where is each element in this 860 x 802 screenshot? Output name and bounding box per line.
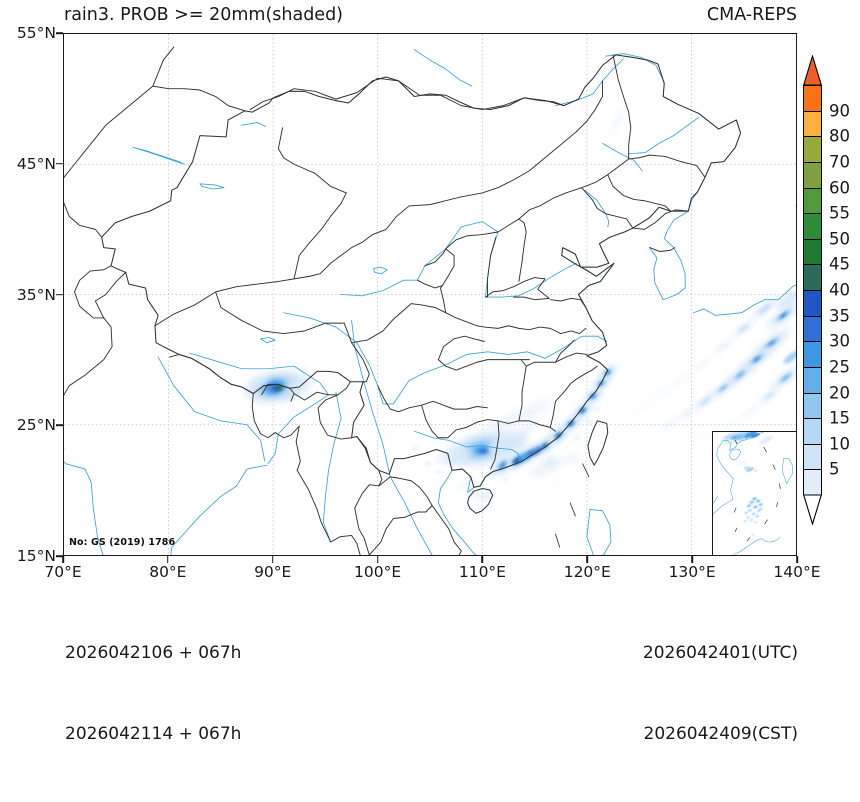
y-axis-tick-mark bbox=[56, 293, 63, 296]
colorbar-tick-label: 30 bbox=[829, 331, 850, 351]
x-axis-tick-mark bbox=[167, 556, 169, 563]
x-axis-tick-mark bbox=[586, 556, 589, 563]
colorbar-tick-label: 20 bbox=[829, 383, 850, 402]
south-china-sea-inset[interactable] bbox=[712, 431, 796, 555]
x-axis-tick-mark bbox=[481, 556, 484, 563]
colorbar-tick-label: 80 bbox=[829, 126, 850, 146]
y-axis-tick-mark bbox=[56, 162, 63, 165]
valid-time-cst: 2026042409(CST) bbox=[643, 724, 798, 744]
valid-time-utc: 2026042401(UTC) bbox=[642, 643, 798, 663]
colorbar-tick-label: 40 bbox=[829, 280, 850, 300]
colorbar-segments[interactable] bbox=[803, 85, 822, 496]
map-attribution: No: GS (2019) 1786 bbox=[69, 537, 176, 548]
colorbar-band bbox=[804, 188, 821, 215]
colorbar-tick-label: 70 bbox=[829, 152, 850, 172]
colorbar-band bbox=[804, 367, 821, 394]
colorbar-band bbox=[804, 86, 821, 112]
colorbar-band bbox=[804, 137, 821, 163]
map-plot-area[interactable]: No: GS (2019) 1786 bbox=[63, 33, 797, 556]
colorbar-band bbox=[804, 393, 821, 420]
init-time-block: 2026042106 + 067h 2026042114 + 067h bbox=[65, 586, 241, 802]
init-time-cst: 2026042114 + 067h bbox=[65, 724, 242, 744]
map-canvas bbox=[64, 34, 796, 555]
y-axis-tick-mark bbox=[56, 555, 63, 557]
colorbar-tick-label: 35 bbox=[829, 306, 850, 326]
colorbar-tick-label: 60 bbox=[829, 178, 850, 197]
y-axis-tick-label: 35°N bbox=[16, 285, 56, 304]
colorbar-band bbox=[804, 291, 821, 317]
x-axis-tick-label: 140°E bbox=[773, 563, 821, 581]
colorbar-tick-label: 50 bbox=[829, 229, 850, 249]
y-axis-tick-mark bbox=[56, 424, 63, 427]
colorbar-tick-label: 55 bbox=[829, 203, 850, 223]
x-axis-tick-label: 110°E bbox=[458, 563, 506, 581]
x-axis-tick-mark bbox=[376, 556, 379, 563]
x-axis-tick-mark bbox=[796, 556, 798, 563]
colorbar[interactable]: 5 10 15 20 25 30 35 40 45 50 55 60 70 80 90 bbox=[803, 55, 850, 525]
page-title: rain3. PROB >= 20mm(shaded) bbox=[64, 5, 344, 25]
x-axis-tick-label: 100°E bbox=[353, 563, 402, 581]
footer: 2026042106 + 067h 2026042114 + 067h 2026… bbox=[0, 586, 860, 744]
figure-root: rain3. PROB >= 20mm(shaded) CMA-REPS No:… bbox=[0, 5, 860, 744]
colorbar-tick-label: 25 bbox=[829, 357, 850, 377]
y-axis-tick-label: 55°N bbox=[16, 24, 56, 42]
y-axis-tick-label: 15°N bbox=[16, 547, 56, 565]
colorbar-tick-label: 10 bbox=[829, 434, 850, 454]
init-time-utc: 2026042106 + 067h bbox=[65, 643, 242, 663]
colorbar-under-arrow bbox=[803, 494, 822, 525]
colorbar-tick-label: 15 bbox=[829, 408, 850, 428]
colorbar-over-arrow bbox=[803, 55, 822, 86]
administrative-borders bbox=[64, 46, 742, 555]
x-axis-tick-label: 130°E bbox=[668, 563, 716, 581]
colorbar-band bbox=[804, 162, 821, 189]
colorbar-band bbox=[804, 316, 821, 343]
colorbar-band bbox=[804, 419, 821, 445]
inset-canvas bbox=[713, 432, 796, 555]
x-axis-tick-label: 90°E bbox=[254, 563, 292, 581]
nine-dash-line bbox=[555, 463, 590, 548]
x-axis-tick-mark bbox=[271, 556, 274, 563]
x-axis-tick-label: 80°E bbox=[149, 563, 187, 581]
y-axis-tick-mark bbox=[56, 32, 63, 34]
model-label: CMA-REPS bbox=[706, 5, 797, 25]
colorbar-tick-label: 5 bbox=[829, 459, 840, 479]
colorbar-band bbox=[804, 214, 821, 240]
colorbar-tick-label: 45 bbox=[829, 254, 850, 274]
x-axis-tick-label: 70°E bbox=[44, 563, 82, 581]
colorbar-tick-label: 90 bbox=[829, 101, 850, 121]
x-axis-tick-label: 120°E bbox=[563, 563, 611, 581]
colorbar-band bbox=[804, 239, 821, 266]
x-axis-tick-mark bbox=[62, 556, 64, 563]
y-axis-tick-label: 45°N bbox=[16, 154, 56, 173]
precipitation-shading bbox=[209, 105, 796, 501]
valid-time-block: 2026042401(UTC) 2026042409(CST) bbox=[643, 586, 798, 802]
colorbar-band bbox=[804, 265, 821, 291]
colorbar-band bbox=[804, 342, 821, 368]
y-axis-tick-label: 25°N bbox=[16, 416, 56, 435]
x-axis-tick-mark bbox=[691, 556, 693, 563]
colorbar-band bbox=[804, 470, 821, 496]
colorbar-band bbox=[804, 444, 821, 471]
colorbar-band bbox=[804, 111, 821, 138]
